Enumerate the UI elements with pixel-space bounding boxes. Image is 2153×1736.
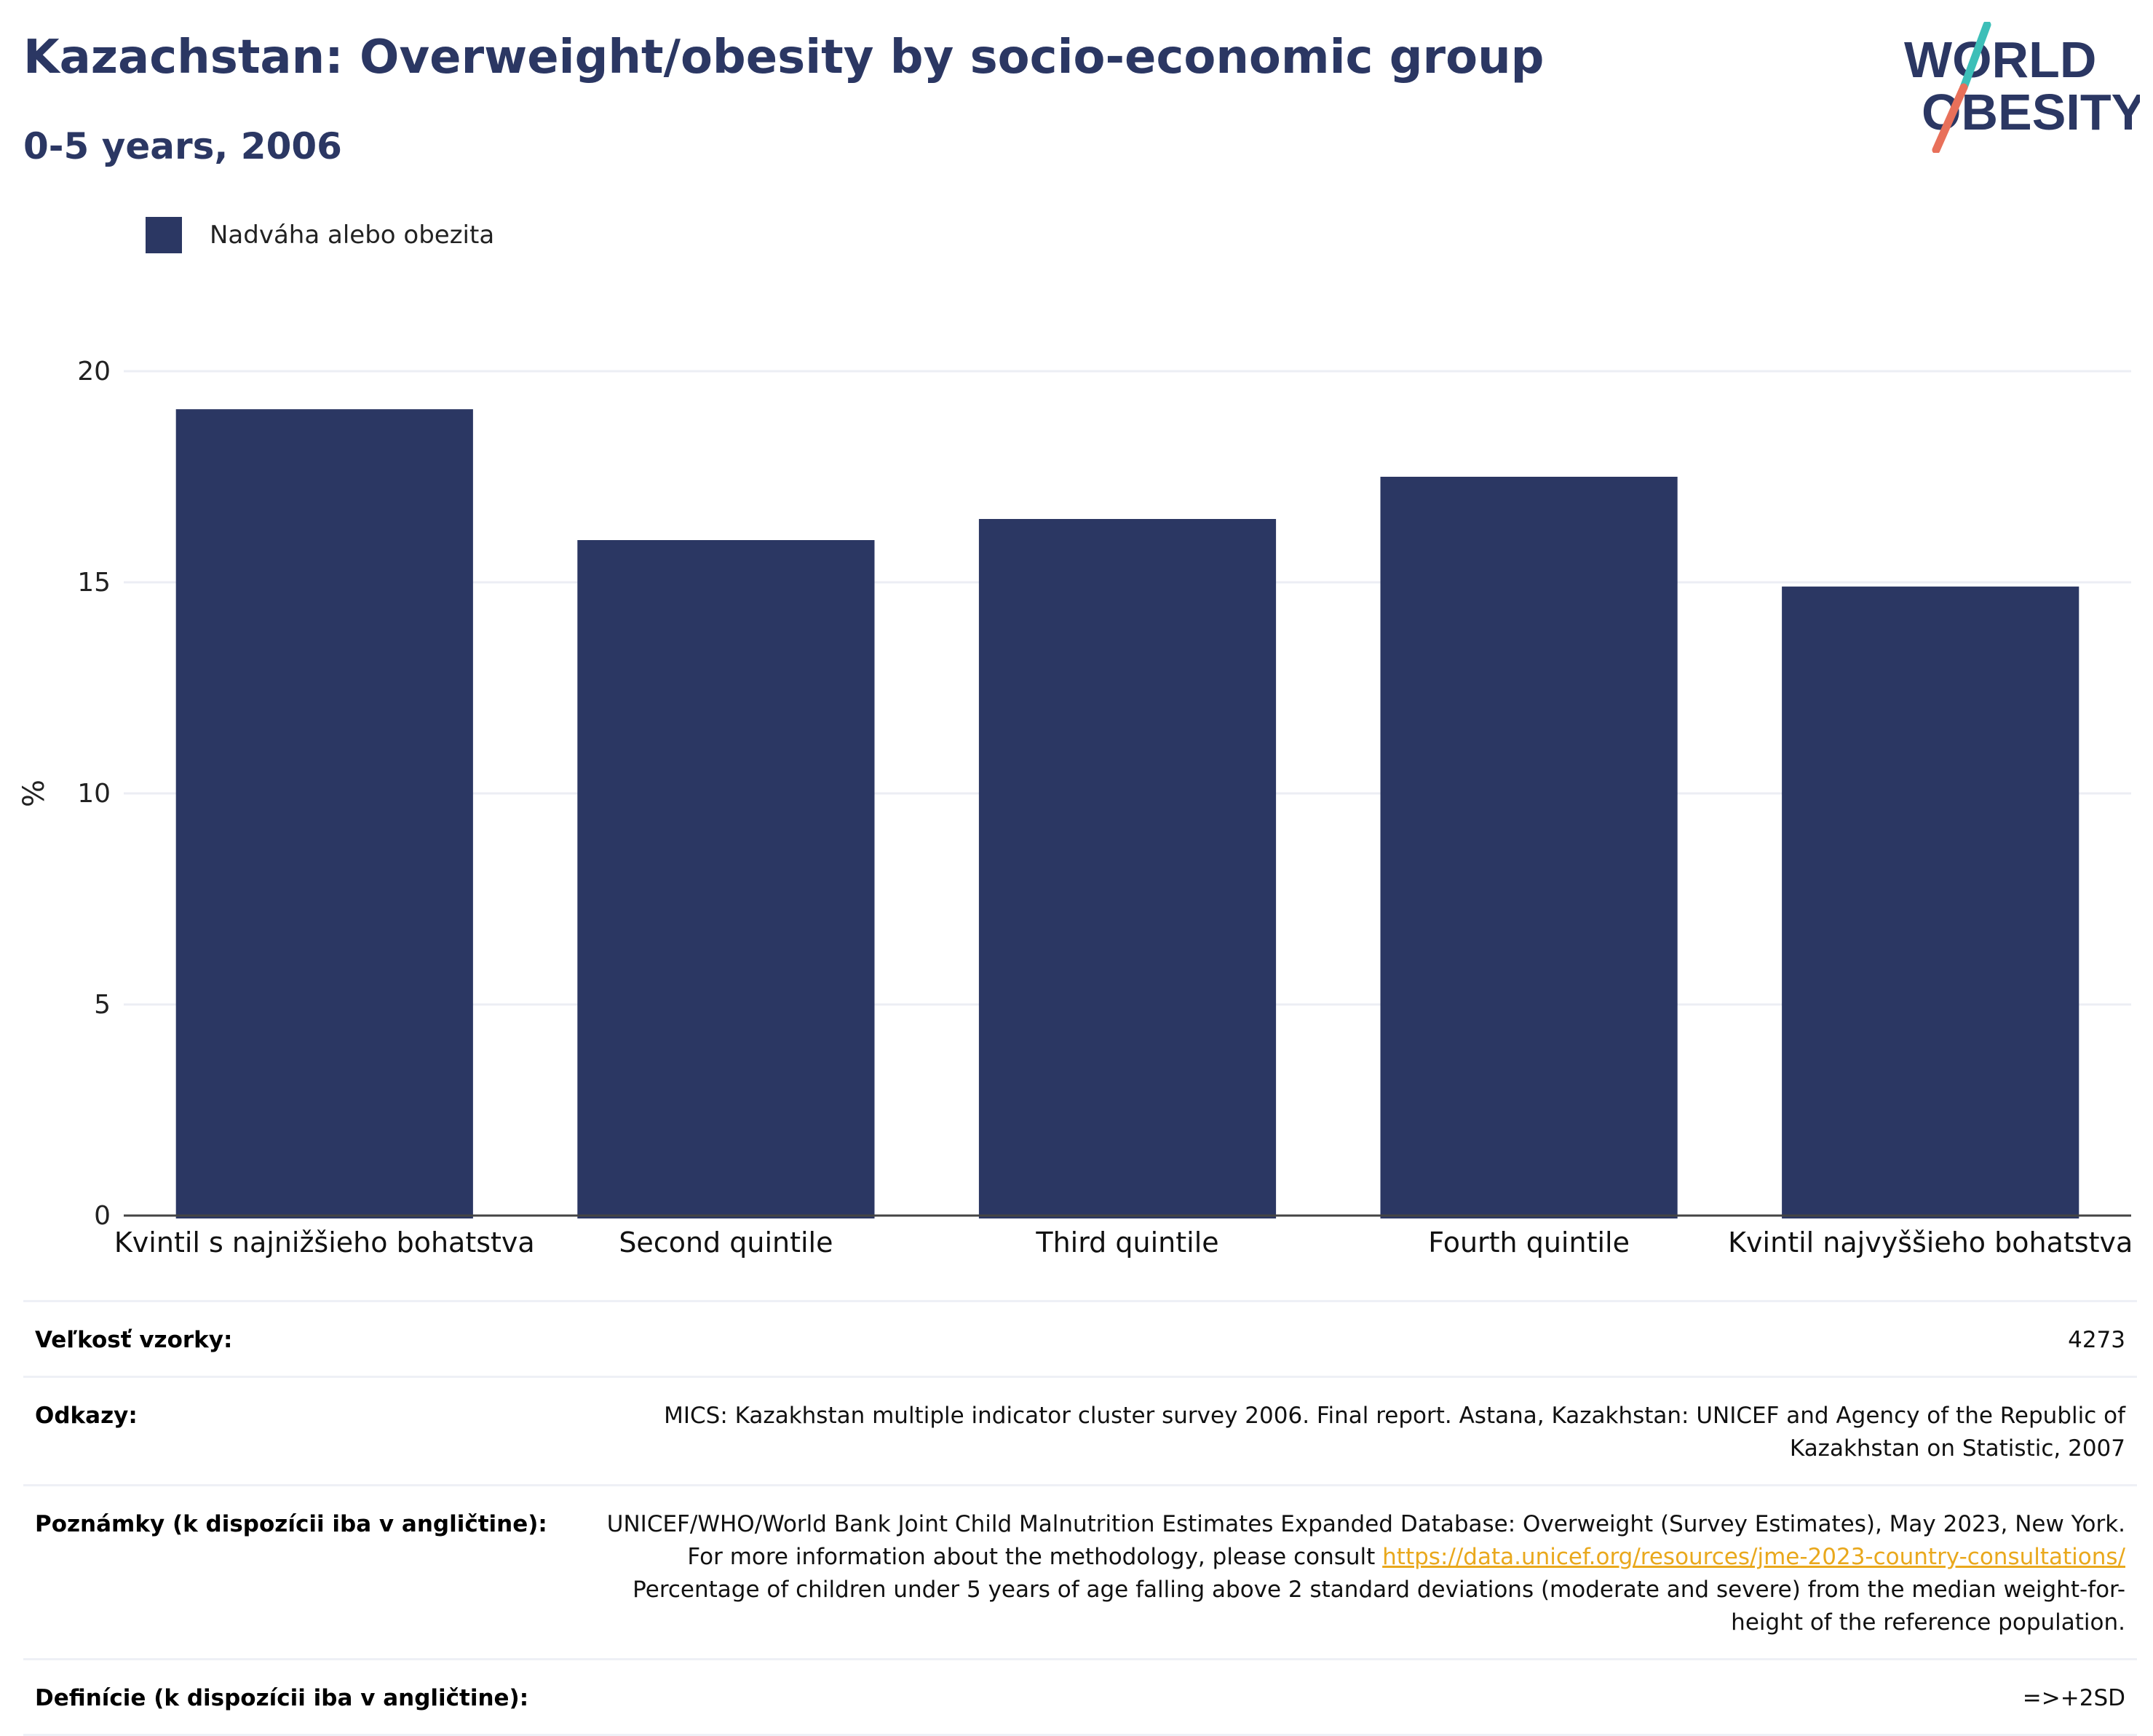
legend-swatch (146, 217, 182, 253)
meta-row-references: Odkazy: MICS: Kazakhstan multiple indica… (23, 1376, 2137, 1484)
world-obesity-logo: WORLD OBESITY (1904, 22, 2140, 153)
y-tick-label-0: 0 (94, 1201, 111, 1231)
y-tick-label-20: 20 (77, 357, 111, 387)
legend: Nadváha alebo obezita (146, 217, 494, 253)
bar-3 (978, 519, 1277, 1218)
x-tick-label-4: Fourth quintile (1428, 1226, 1630, 1259)
logo-slash-top (1959, 22, 1991, 92)
bar-4 (1380, 477, 1678, 1218)
references-label: Odkazy: (35, 1403, 138, 1429)
x-tick-label-2: Second quintile (619, 1226, 833, 1259)
notes-text-before: UNICEF/WHO/World Bank Joint Child Malnut… (606, 1511, 2125, 1570)
x-tick-label-3: Third quintile (1035, 1226, 1218, 1259)
bar-1 (175, 409, 473, 1219)
y-tick-label-10: 10 (77, 779, 111, 809)
logo-slash-bottom (1932, 83, 1968, 153)
x-tick-label-1: Kvintil s najnižšieho bohatstva (114, 1226, 535, 1259)
logo-word-world: WORLD (1904, 31, 2096, 88)
y-axis-label: % (17, 780, 51, 807)
chart-subtitle: 0-5 years, 2006 (23, 125, 342, 167)
notes-text-after: Percentage of children under 5 years of … (633, 1577, 2125, 1636)
definitions-value: =>+2SD (2022, 1685, 2125, 1711)
references-value: MICS: Kazakhstan multiple indicator clus… (664, 1403, 2125, 1462)
legend-label: Nadváha alebo obezita (210, 221, 495, 250)
sample-value: 4273 (2068, 1327, 2125, 1353)
notes-value: UNICEF/WHO/World Bank Joint Child Malnut… (597, 1508, 2125, 1639)
notes-link[interactable]: https://data.unicef.org/resources/jme-20… (1382, 1544, 2125, 1570)
notes-label: Poznámky (k dispozícii iba v angličtine)… (35, 1511, 547, 1537)
x-tick-label-5: Kvintil najvyššieho bohatstva (1728, 1226, 2133, 1259)
meta-row-notes: Poznámky (k dispozícii iba v angličtine)… (23, 1484, 2137, 1658)
meta-row-sample: Veľkosť vzorky: 4273 (23, 1300, 2137, 1376)
y-tick-label-15: 15 (77, 568, 111, 598)
y-tick-label-5: 5 (94, 990, 111, 1020)
chart-title: Kazachstan: Overweight/obesity by socio-… (23, 31, 1545, 84)
meta-row-definitions: Definície (k dispozícii iba v angličtine… (23, 1658, 2137, 1736)
bar-chart: 0 5 10 15 20% Kvintil s najnižšieho bohatstva… (17, 357, 2133, 1259)
sample-label: Veľkosť vzorky: (35, 1327, 233, 1353)
metadata-table: Veľkosť vzorky: 4273 Odkazy: MICS: Kazak… (23, 1300, 2137, 1736)
definitions-label: Definície (k dispozícii iba v angličtine… (35, 1685, 529, 1711)
bar-2 (577, 540, 875, 1218)
bar-5 (1782, 586, 2079, 1218)
